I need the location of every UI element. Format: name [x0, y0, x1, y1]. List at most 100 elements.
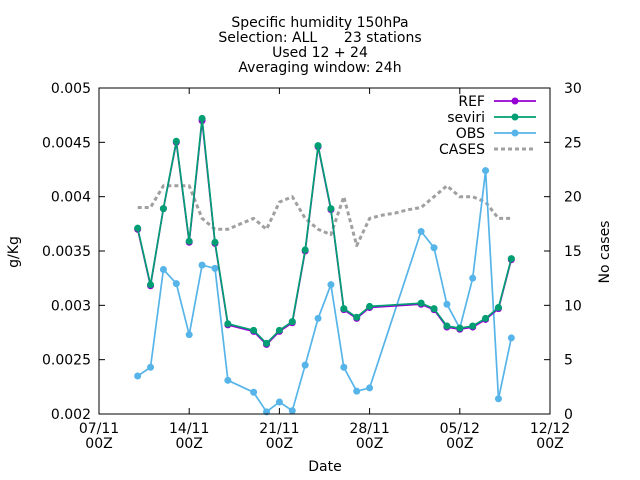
seviri-series-point — [301, 246, 309, 254]
obs-series-point — [482, 167, 490, 175]
seviri-series-point — [314, 142, 322, 150]
obs-series-point — [417, 227, 425, 235]
legend-seviri-label: seviri — [447, 110, 485, 126]
y2-tick-label: 5 — [564, 353, 573, 369]
title-line-1: Specific humidity 150hPa — [231, 15, 408, 31]
plot-frame — [98, 87, 551, 415]
legend-cases-label: CASES — [439, 142, 485, 158]
axis-ticks: 0.0020.00250.0030.00350.0040.00450.00505… — [42, 81, 582, 452]
seviri-series — [134, 114, 515, 347]
obs-series-point — [353, 387, 361, 395]
seviri-series-point — [172, 137, 180, 145]
seviri-series-point — [340, 305, 348, 313]
chart-title: Specific humidity 150hPa Selection: ALL … — [218, 15, 421, 76]
obs-series-point — [159, 265, 167, 273]
seviri-series-point — [482, 314, 490, 322]
x-tick-label-hour: 00Z — [446, 436, 473, 452]
y-tick-label: 0.005 — [51, 81, 91, 97]
x-tick-label-hour: 00Z — [266, 436, 293, 452]
y-tick-label: 0.002 — [51, 407, 91, 423]
x-tick-label: 05/12 — [440, 421, 480, 437]
obs-series-point — [172, 280, 180, 288]
seviri-series-point — [443, 322, 451, 330]
seviri-series-point — [288, 318, 296, 326]
legend-obs-label: OBS — [456, 126, 485, 142]
x-tick-label: 14/11 — [169, 421, 209, 437]
legend-ref-marker — [511, 97, 519, 105]
obs-series-point — [147, 363, 155, 371]
title-line-4: Averaging window: 24h — [238, 60, 401, 76]
seviri-series-point — [185, 237, 193, 245]
x-tick-label-hour: 00Z — [175, 436, 202, 452]
seviri-series-point — [211, 238, 219, 246]
x-tick-label: 21/11 — [259, 421, 299, 437]
obs-series-line — [137, 169, 513, 413]
y2-tick-label: 10 — [564, 298, 582, 314]
seviri-series-point — [507, 255, 515, 263]
cases-series — [137, 184, 512, 248]
obs-series — [134, 167, 515, 416]
seviri-series-point — [198, 114, 206, 122]
obs-series-point — [275, 398, 283, 406]
y2-tick-label: 20 — [564, 190, 582, 206]
y-tick-label: 0.0035 — [42, 244, 91, 260]
seviri-series-point — [134, 224, 142, 232]
obs-series-point — [443, 300, 451, 308]
obs-series-point — [366, 384, 374, 392]
obs-series-point — [469, 274, 477, 282]
seviri-series-point — [469, 322, 477, 330]
y2-tick-label: 30 — [564, 81, 582, 97]
y-tick-label: 0.003 — [51, 298, 91, 314]
x-tick-label-hour: 00Z — [85, 436, 112, 452]
obs-series-point — [224, 376, 232, 384]
seviri-series-point — [275, 326, 283, 334]
y-tick-label: 0.0045 — [42, 135, 91, 151]
obs-series-point — [198, 261, 206, 269]
x-tick-label-hour: 00Z — [356, 436, 383, 452]
y2-tick-label: 0 — [564, 407, 573, 423]
seviri-series-point — [250, 326, 258, 334]
seviri-series-point — [366, 302, 374, 310]
seviri-series-point — [327, 205, 335, 213]
seviri-series-point — [430, 305, 438, 313]
seviri-series-point — [417, 299, 425, 307]
obs-series-point — [250, 388, 258, 396]
y-axis-label: g/Kg — [6, 236, 22, 268]
seviri-series-point — [456, 324, 464, 332]
obs-series-point — [494, 395, 502, 403]
y-tick-label: 0.004 — [51, 190, 91, 206]
y2-axis-label: No cases — [597, 221, 613, 284]
x-tick-label: 12/12 — [530, 421, 570, 437]
obs-series-point — [327, 281, 335, 289]
cases-series-line — [137, 184, 512, 248]
legend-seviri-marker — [511, 113, 519, 121]
y2-tick-label: 15 — [564, 244, 582, 260]
obs-series-point — [301, 361, 309, 369]
y-tick-label: 0.0025 — [42, 353, 91, 369]
seviri-series-point — [147, 281, 155, 289]
obs-series-point — [211, 264, 219, 272]
y2-tick-label: 25 — [564, 135, 582, 151]
obs-series-point — [507, 334, 515, 342]
title-line-2: Selection: ALL 23 stations — [218, 30, 421, 46]
title-line-3: Used 12 + 24 — [272, 45, 368, 61]
seviri-series-point — [263, 339, 271, 347]
obs-series-point — [288, 407, 296, 415]
x-axis-label: Date — [308, 459, 341, 475]
x-tick-label: 07/11 — [79, 421, 119, 437]
x-tick-label: 28/11 — [349, 421, 389, 437]
obs-series-point — [185, 331, 193, 339]
legend-ref-label: REF — [458, 94, 485, 110]
seviri-series-point — [224, 320, 232, 328]
obs-series-point — [314, 314, 322, 322]
seviri-series-point — [159, 205, 167, 213]
obs-series-point — [134, 372, 142, 380]
legend-obs-marker — [511, 129, 519, 137]
seviri-series-point — [494, 304, 502, 312]
obs-series-point — [430, 244, 438, 252]
series-layer — [134, 114, 515, 416]
seviri-series-point — [353, 313, 361, 321]
obs-series-point — [340, 363, 348, 371]
